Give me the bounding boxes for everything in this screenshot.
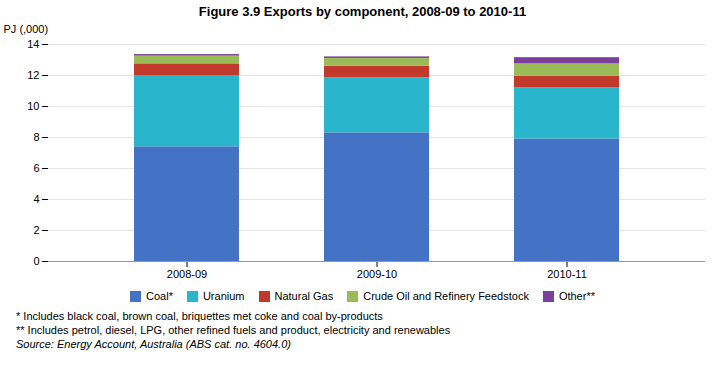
svg-text:14: 14 [27,38,39,50]
svg-text:10: 10 [27,100,39,112]
html-text:Coal*: Coal* [146,290,173,302]
svg-text:2: 2 [33,224,39,236]
svg-text:2008-09: 2008-09 [167,268,207,280]
svg-text:2010-11: 2010-11 [547,268,587,280]
svg-text:4: 4 [33,193,39,205]
svg-text:8: 8 [33,131,39,143]
html-text:* Includes black coal, brown c: * Includes black coal, brown coal, briqu… [16,310,383,322]
html-text:Natural Gas: Natural Gas [274,290,334,302]
html-text:Crude Oil and Refinery Feedsto: Crude Oil and Refinery Feedstock [363,290,529,302]
html-text:Uranium: Uranium [202,290,245,302]
svg-text:12: 12 [27,69,39,81]
html-text:** Includes petrol, diesel, LP: ** Includes petrol, diesel, LPG, other r… [16,324,451,336]
svg-text:PJ (,000): PJ (,000) [4,23,49,35]
html-text:Other**: Other** [558,290,595,302]
svg-text:2009-10: 2009-10 [357,268,397,280]
html-text:Source: Energy Account, Austra: Source: Energy Account, Australia (ABS c… [16,338,291,350]
html-text:Figure 3.9 Exports by componen: Figure 3.9 Exports by component, 2008-09… [198,4,527,19]
svg-text:0: 0 [33,255,39,267]
svg-text:6: 6 [33,162,39,174]
